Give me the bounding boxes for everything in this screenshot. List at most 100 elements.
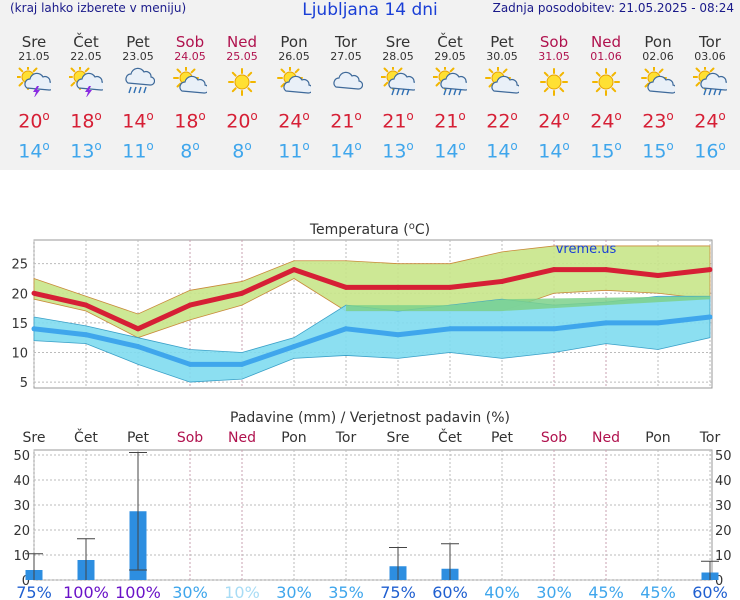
max-temperature: 18o bbox=[70, 109, 102, 133]
max-temperature-point bbox=[551, 267, 557, 273]
max-temperature-point bbox=[291, 267, 297, 273]
precip-probability-label: 40% bbox=[484, 583, 520, 600]
precip-y-tick-label-left: 50 bbox=[13, 449, 30, 464]
min-temperature: 15o bbox=[590, 139, 622, 163]
precip-day-label: Sre bbox=[23, 430, 46, 446]
day-date: 27.05 bbox=[330, 50, 362, 63]
min-temperature: 11o bbox=[278, 139, 310, 163]
day-name: Tor bbox=[335, 33, 357, 51]
precip-probability-label: 45% bbox=[588, 583, 624, 600]
page-title: Ljubljana 14 dni bbox=[302, 0, 438, 20]
max-temperature-point bbox=[395, 284, 401, 290]
precip-y-tick-label-right: 20 bbox=[715, 524, 732, 539]
charts-area: Temperatura (oC) 5 10 15 20 25 vreme.us Padavin… bbox=[11, 221, 732, 600]
precip-day-label: Čet bbox=[438, 428, 462, 446]
min-temperature: 8o bbox=[232, 139, 252, 163]
cloud-icon bbox=[333, 71, 363, 90]
max-temperature: 21o bbox=[434, 109, 466, 133]
max-temperature: 18o bbox=[174, 109, 206, 133]
min-temperature-point bbox=[31, 326, 37, 332]
sun-cloud-rain-icon bbox=[381, 67, 415, 96]
day-column: Pon 26.05 24o 11o bbox=[268, 34, 320, 163]
day-name: Pet bbox=[490, 33, 514, 51]
max-temperature-point bbox=[187, 302, 193, 308]
min-temperature-point bbox=[135, 344, 141, 350]
day-name: Čet bbox=[437, 33, 463, 51]
max-temperature-point bbox=[603, 267, 609, 273]
temp-y-tick-label: 5 bbox=[20, 376, 28, 391]
precip-day-label: Ned bbox=[592, 430, 620, 446]
day-date: 01.06 bbox=[590, 50, 622, 63]
max-temperature: 24o bbox=[538, 109, 570, 133]
day-column: Ned 01.06 24o 15o bbox=[580, 34, 632, 163]
precip-y-tick-label-right: 40 bbox=[715, 474, 732, 489]
precip-day-label: Čet bbox=[74, 428, 98, 446]
sun-icon bbox=[592, 68, 620, 96]
sun-cloud-rain-icon bbox=[693, 67, 727, 96]
location-hint[interactable]: (kraj lahko izberete v meniju) bbox=[10, 1, 187, 15]
day-column: Sob 31.05 24o 14o bbox=[528, 34, 580, 163]
min-temperature-point bbox=[551, 326, 557, 332]
min-temperature-point bbox=[447, 326, 453, 332]
max-temperature: 24o bbox=[694, 109, 726, 133]
min-temperature-point bbox=[343, 326, 349, 332]
precip-day-label: Tor bbox=[699, 430, 721, 446]
min-temperature: 14o bbox=[18, 139, 50, 163]
max-temperature-point bbox=[655, 273, 661, 279]
day-column: Pet 30.05 22o 14o bbox=[476, 34, 528, 163]
day-name: Pet bbox=[126, 33, 150, 51]
precip-day-label: Pon bbox=[281, 430, 306, 446]
max-temperature: 23o bbox=[642, 109, 674, 133]
max-temperature-point bbox=[135, 326, 141, 332]
max-temperature-point bbox=[31, 290, 37, 296]
day-name: Čet bbox=[73, 33, 99, 51]
min-temperature: 14o bbox=[330, 139, 362, 163]
chart-watermark: vreme.us bbox=[556, 242, 617, 257]
last-updated: Zadnja posodobitev: 21.05.2025 - 08:24 bbox=[492, 1, 734, 15]
sun-cloud-icon bbox=[173, 67, 207, 94]
day-name: Sob bbox=[539, 33, 569, 51]
min-temperature: 15o bbox=[642, 139, 674, 163]
precip-day-label: Sre bbox=[387, 430, 410, 446]
max-temperature-point bbox=[239, 290, 245, 296]
range-overlap-band bbox=[346, 296, 710, 312]
min-temperature-point bbox=[187, 361, 193, 367]
precip-probability-label: 60% bbox=[692, 583, 728, 600]
min-temperature: 13o bbox=[70, 139, 102, 163]
precip-day-label: Sob bbox=[177, 430, 203, 446]
forecast-header-panel: (kraj lahko izberete v meniju) Ljubljana… bbox=[0, 0, 740, 170]
min-temperature-point bbox=[239, 361, 245, 367]
sun-cloud-thunder-icon bbox=[17, 67, 51, 97]
day-column: Sob 24.05 18o 8o bbox=[164, 34, 216, 163]
precip-day-label: Pet bbox=[491, 430, 514, 446]
day-column: Sre 28.05 21o 13o bbox=[372, 34, 424, 163]
day-name: Sre bbox=[385, 33, 411, 51]
precip-probability-label: 75% bbox=[380, 583, 416, 600]
cloud-rain-icon bbox=[125, 67, 155, 94]
day-date: 22.05 bbox=[70, 50, 102, 63]
sun-cloud-icon bbox=[485, 67, 519, 94]
day-name: Sre bbox=[21, 33, 47, 51]
max-temperature-point bbox=[499, 278, 505, 284]
day-date: 29.05 bbox=[434, 50, 466, 63]
day-date: 24.05 bbox=[174, 50, 206, 63]
min-temperature-line bbox=[33, 314, 711, 367]
day-column: Tor 03.06 24o 16o bbox=[684, 34, 736, 163]
temp-y-tick-label: 15 bbox=[11, 317, 28, 332]
min-temp-range-band bbox=[33, 295, 711, 383]
max-temperature: 24o bbox=[278, 109, 310, 133]
max-temperature: 24o bbox=[590, 109, 622, 133]
day-date: 28.05 bbox=[382, 50, 414, 63]
precip-day-label: Ned bbox=[228, 430, 256, 446]
min-temperature: 13o bbox=[382, 139, 414, 163]
max-temperature-point bbox=[83, 302, 89, 308]
min-temperature: 8o bbox=[180, 139, 200, 163]
day-date: 26.05 bbox=[278, 50, 310, 63]
precip-day-label: Sob bbox=[541, 430, 567, 446]
max-temperature: 14o bbox=[122, 109, 154, 133]
precip-y-tick-label-right: 10 bbox=[715, 549, 732, 564]
day-column: Tor 27.05 21o 14o bbox=[320, 34, 372, 163]
precip-probability-label: 100% bbox=[63, 583, 109, 600]
day-column: Pon 02.06 23o 15o bbox=[632, 34, 684, 163]
precip-y-tick-label-left: 30 bbox=[13, 499, 30, 514]
